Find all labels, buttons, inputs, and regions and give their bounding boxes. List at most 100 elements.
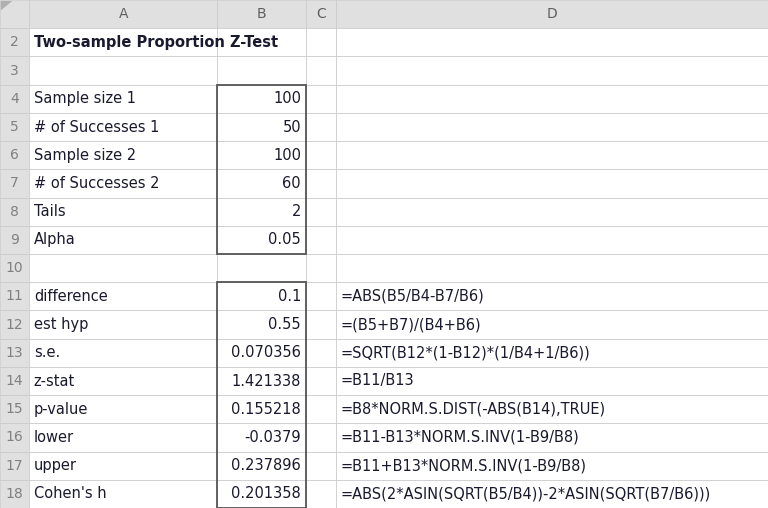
Bar	[336, 480, 768, 508]
Bar	[29, 28, 217, 56]
Bar	[217, 310, 306, 339]
Bar	[0, 452, 29, 480]
Text: 14: 14	[6, 374, 23, 388]
Bar	[0, 423, 29, 452]
Bar	[29, 339, 217, 367]
Bar	[0, 141, 29, 169]
Bar	[306, 0, 336, 28]
Bar	[29, 480, 217, 508]
Bar	[217, 28, 306, 56]
Bar	[217, 0, 306, 28]
Text: =B11/B13: =B11/B13	[341, 373, 415, 389]
Text: 8: 8	[10, 205, 19, 218]
Text: =(B5+B7)/(B4+B6): =(B5+B7)/(B4+B6)	[341, 317, 482, 332]
Text: 13: 13	[6, 346, 23, 360]
Bar	[306, 141, 336, 169]
Text: Tails: Tails	[34, 204, 65, 219]
Text: # of Successes 1: # of Successes 1	[34, 119, 159, 135]
Bar	[336, 339, 768, 367]
Polygon shape	[1, 1, 12, 11]
Text: =ABS(2*ASIN(SQRT(B5/B4))-2*ASIN(SQRT(B7/B6))): =ABS(2*ASIN(SQRT(B5/B4))-2*ASIN(SQRT(B7/…	[341, 486, 711, 501]
Text: 0.237896: 0.237896	[231, 458, 301, 473]
Bar	[336, 395, 768, 423]
Text: upper: upper	[34, 458, 77, 473]
Text: Two-sample Proportion Z-Test: Two-sample Proportion Z-Test	[34, 35, 278, 50]
Bar	[29, 0, 217, 28]
Text: 50: 50	[283, 119, 301, 135]
Bar	[217, 367, 306, 395]
Text: est hyp: est hyp	[34, 317, 88, 332]
Text: D: D	[547, 7, 558, 21]
Bar	[29, 226, 217, 254]
Bar	[336, 56, 768, 85]
Bar	[29, 198, 217, 226]
Text: B: B	[257, 7, 266, 21]
Bar	[336, 141, 768, 169]
Bar	[306, 395, 336, 423]
Bar	[217, 282, 306, 508]
Bar	[306, 113, 336, 141]
Text: 2: 2	[10, 36, 19, 49]
Bar	[217, 395, 306, 423]
Text: =B8*NORM.S.DIST(-ABS(B14),TRUE): =B8*NORM.S.DIST(-ABS(B14),TRUE)	[341, 402, 606, 417]
Text: 1.421338: 1.421338	[232, 373, 301, 389]
Bar	[336, 282, 768, 310]
Text: 0.201358: 0.201358	[231, 486, 301, 501]
Text: -0.0379: -0.0379	[244, 430, 301, 445]
Bar	[217, 198, 306, 226]
Text: =B11-B13*NORM.S.INV(1-B9/B8): =B11-B13*NORM.S.INV(1-B9/B8)	[341, 430, 580, 445]
Bar	[336, 310, 768, 339]
Text: 0.155218: 0.155218	[231, 402, 301, 417]
Bar	[306, 452, 336, 480]
Bar	[336, 169, 768, 198]
Bar	[29, 113, 217, 141]
Bar	[29, 310, 217, 339]
Bar	[29, 254, 217, 282]
Bar	[29, 423, 217, 452]
Bar	[0, 282, 29, 310]
Bar	[306, 310, 336, 339]
Bar	[0, 28, 29, 56]
Text: A: A	[118, 7, 128, 21]
Bar	[306, 423, 336, 452]
Bar	[217, 423, 306, 452]
Bar	[217, 254, 306, 282]
Bar	[0, 367, 29, 395]
Bar	[217, 113, 306, 141]
Bar	[0, 56, 29, 85]
Text: Sample size 2: Sample size 2	[34, 148, 136, 163]
Text: difference: difference	[34, 289, 108, 304]
Text: 100: 100	[273, 148, 301, 163]
Text: 100: 100	[273, 91, 301, 106]
Bar	[29, 452, 217, 480]
Text: 6: 6	[10, 148, 19, 162]
Bar	[0, 85, 29, 113]
Text: 9: 9	[10, 233, 19, 247]
Text: 10: 10	[6, 261, 23, 275]
Bar	[306, 282, 336, 310]
Bar	[336, 452, 768, 480]
Text: Cohen's h: Cohen's h	[34, 486, 107, 501]
Bar	[336, 226, 768, 254]
Bar	[306, 169, 336, 198]
Bar	[306, 480, 336, 508]
Bar	[336, 113, 768, 141]
Bar	[0, 339, 29, 367]
Bar	[29, 395, 217, 423]
Text: Alpha: Alpha	[34, 232, 75, 247]
Text: =ABS(B5/B4-B7/B6): =ABS(B5/B4-B7/B6)	[341, 289, 485, 304]
Bar	[217, 85, 306, 113]
Text: s.e.: s.e.	[34, 345, 60, 360]
Bar	[306, 198, 336, 226]
Bar	[336, 254, 768, 282]
Bar	[0, 395, 29, 423]
Text: 11: 11	[5, 290, 24, 303]
Text: Sample size 1: Sample size 1	[34, 91, 136, 106]
Text: 0.070356: 0.070356	[231, 345, 301, 360]
Text: 16: 16	[5, 430, 24, 444]
Bar	[306, 85, 336, 113]
Bar	[217, 85, 306, 254]
Bar	[217, 226, 306, 254]
Text: =SQRT(B12*(1-B12)*(1/B4+1/B6)): =SQRT(B12*(1-B12)*(1/B4+1/B6))	[341, 345, 591, 360]
Bar	[336, 28, 768, 56]
